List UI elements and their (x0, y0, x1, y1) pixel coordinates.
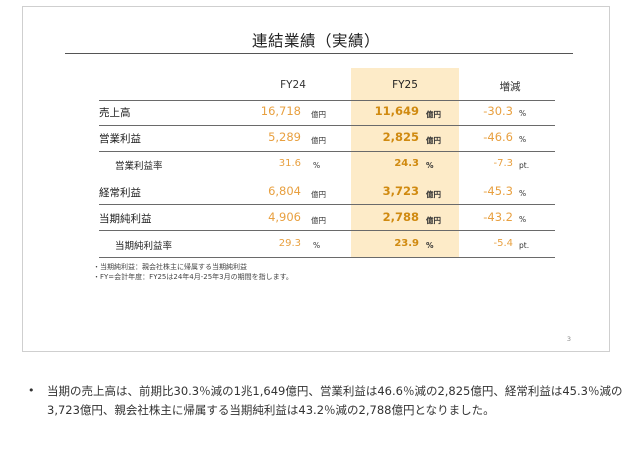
fy25-unit-sales: 億円 (426, 110, 441, 119)
slide-title: 連結業績（実績） (251, 32, 380, 50)
column-header-fy24: FY24 (280, 79, 306, 91)
change-value-ordinary-profit: -45.3 (483, 184, 513, 198)
row-label-sales: 売上高 (99, 107, 131, 119)
column-header-change: 増減 (499, 81, 521, 93)
row-rule (99, 230, 555, 231)
row-rule (99, 204, 555, 205)
footnote-fiscal-year: ・FY=会計年度：FY25は24年4月-25年3月の期間を指します。 (93, 273, 293, 281)
fy24-value-net-margin: 29.3 (278, 238, 301, 249)
row-rule (99, 125, 555, 126)
fy24-unit-sales: 億円 (311, 110, 326, 119)
fy25-highlight-column (351, 68, 459, 258)
caption-text: 当期の売上高は、前期比30.3％減の1兆1,649億円、営業利益は46.6％減の… (47, 384, 623, 417)
fy25-unit-ordinary-profit: 億円 (426, 190, 441, 199)
change-unit-operating-margin: pt. (519, 161, 530, 170)
fy24-unit-operating-profit: 億円 (311, 136, 326, 145)
fy25-value-operating-margin: 24.3 (394, 158, 419, 169)
fy25-value-net-income: 2,788 (382, 210, 419, 224)
change-value-net-income: -43.2 (483, 210, 513, 224)
fy24-value-operating-profit: 5,289 (268, 130, 301, 144)
row-label-ordinary-profit: 経常利益 (99, 187, 141, 199)
fy24-value-operating-margin: 31.6 (278, 158, 301, 169)
header-rule (99, 100, 555, 101)
change-value-sales: -30.3 (483, 104, 513, 118)
slide: 連結業績（実績） FY24 FY25 増減 売上高 16,718 億円 11,6… (22, 6, 610, 352)
fy25-value-operating-profit: 2,825 (382, 130, 419, 144)
footnote-net-income: ・当期純利益：親会社株主に帰属する当期純利益 (93, 263, 247, 271)
title-underline (65, 53, 573, 54)
change-value-operating-profit: -46.6 (483, 130, 513, 144)
page-number: 3 (566, 335, 571, 343)
change-unit-sales: % (519, 109, 527, 118)
fy25-value-net-margin: 23.9 (394, 238, 419, 249)
fy25-value-ordinary-profit: 3,723 (382, 184, 419, 198)
column-header-fy25: FY25 (392, 79, 418, 91)
fy25-unit-operating-profit: 億円 (426, 136, 441, 145)
caption-bullet: • (28, 384, 35, 397)
row-rule (99, 151, 555, 152)
change-unit-net-income: % (519, 215, 527, 224)
fy24-unit-ordinary-profit: 億円 (311, 190, 326, 199)
fy25-unit-net-margin: % (426, 241, 434, 250)
fy24-value-sales: 16,718 (260, 104, 301, 118)
fy24-value-net-income: 4,906 (268, 210, 301, 224)
row-label-net-income: 当期純利益 (99, 213, 152, 225)
row-label-operating-margin: 営業利益率 (115, 161, 163, 172)
fy25-value-sales: 11,649 (374, 104, 419, 118)
change-unit-operating-profit: % (519, 135, 527, 144)
change-value-operating-margin: -7.3 (493, 158, 513, 169)
change-unit-net-margin: pt. (519, 241, 530, 250)
table-bottom-rule (99, 257, 555, 258)
change-value-net-margin: -5.4 (493, 238, 513, 249)
fy24-value-ordinary-profit: 6,804 (268, 184, 301, 198)
fy24-unit-net-income: 億円 (311, 216, 326, 225)
fy25-unit-net-income: 億円 (426, 216, 441, 225)
fy24-unit-operating-margin: % (313, 161, 321, 170)
fy24-unit-net-margin: % (313, 241, 321, 250)
fy25-unit-operating-margin: % (426, 161, 434, 170)
row-label-net-margin: 当期純利益率 (115, 241, 173, 252)
change-unit-ordinary-profit: % (519, 189, 527, 198)
row-label-operating-profit: 営業利益 (99, 133, 141, 145)
